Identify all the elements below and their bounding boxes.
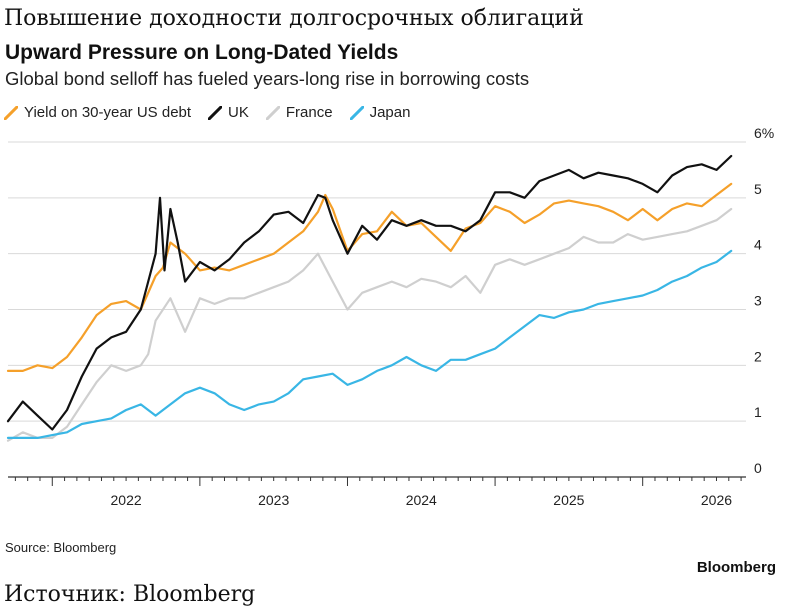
legend-swatch-uk (208, 105, 223, 120)
x-tick-label-2023: 2023 (258, 492, 289, 508)
legend-swatch-france (265, 105, 280, 120)
line-chart: 0 1 2 3 4 5 6% 2022 2023 2024 2025 2026 (6, 128, 774, 508)
legend-item-japan: Japan (349, 104, 411, 121)
series-line-yield-on-30-year-us-debt (6, 182, 733, 372)
legend-swatch-japan (349, 105, 364, 120)
bloomberg-logo: Bloomberg (696, 559, 776, 576)
legend-label-us30: Yield on 30-year US debt (24, 104, 192, 121)
y-tick-label-1: 1 (754, 404, 762, 420)
legend-item-france: France (265, 104, 333, 121)
legend-item-uk: UK (208, 104, 249, 121)
x-tick-label-2026: 2026 (701, 492, 732, 508)
y-tick-label-3: 3 (754, 293, 762, 309)
legend-label-japan: Japan (369, 104, 411, 121)
legend: Yield on 30-year US debt UK France Japan (4, 104, 427, 121)
legend-label-uk: UK (228, 104, 249, 121)
russian-title: Повышение доходности долгосрочных облига… (4, 6, 584, 31)
x-tick-label-2022: 2022 (111, 492, 142, 508)
chart-title: Upward Pressure on Long-Dated Yields (5, 41, 399, 64)
y-tick-label-6: 6% (754, 128, 774, 141)
series-line-france (6, 207, 733, 442)
russian-source-note: Источник: Bloomberg (4, 582, 256, 607)
legend-item-us30: Yield on 30-year US debt (4, 104, 191, 121)
y-tick-label-5: 5 (754, 181, 762, 197)
source-note: Source: Bloomberg (5, 540, 117, 555)
legend-label-france: France (285, 104, 333, 121)
series-line-uk (6, 154, 733, 431)
series-line-japan (6, 249, 733, 439)
legend-swatch-us30 (4, 105, 18, 120)
x-tick-label-2025: 2025 (553, 492, 584, 508)
y-tick-label-4: 4 (754, 237, 762, 253)
y-tick-label-0: 0 (754, 460, 762, 476)
chart-subtitle: Global bond selloff has fueled years-lon… (5, 68, 530, 89)
y-tick-label-2: 2 (754, 348, 762, 364)
x-tick-label-2024: 2024 (406, 492, 437, 508)
